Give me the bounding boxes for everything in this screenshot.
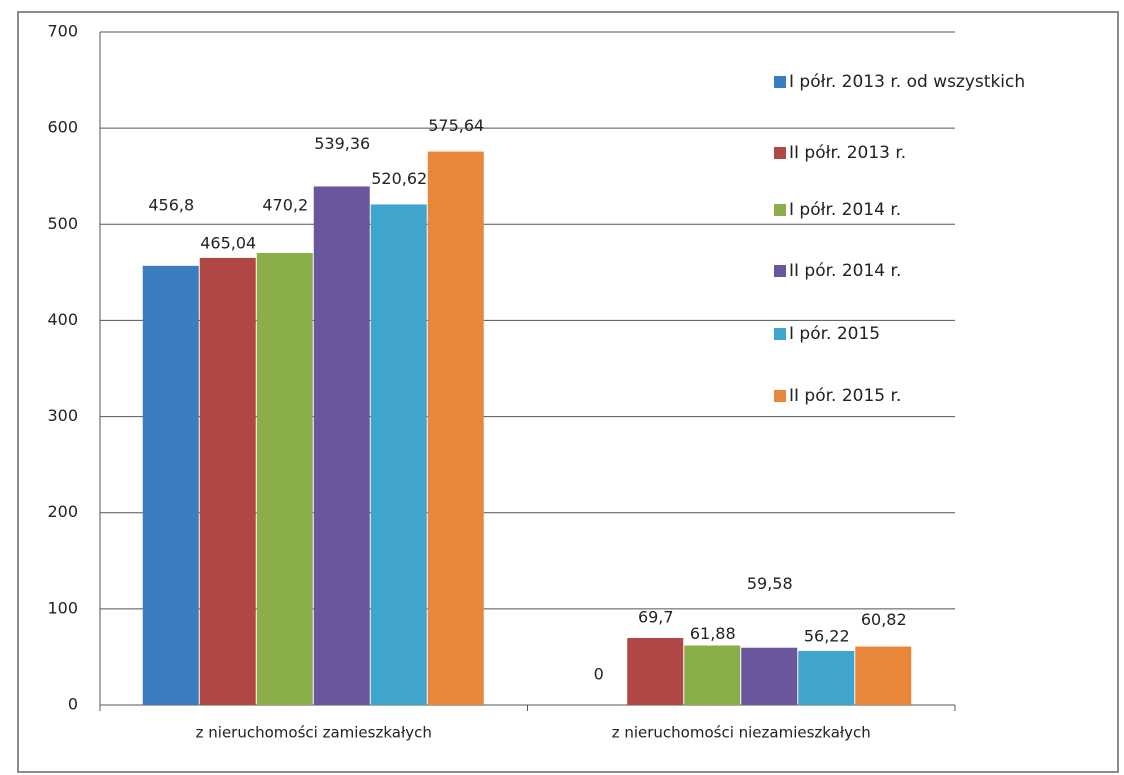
x-tick-label: z nieruchomości zamieszkałych xyxy=(196,724,432,742)
value-label: 59,58 xyxy=(747,574,793,593)
y-tick-label: 400 xyxy=(47,310,78,329)
bar xyxy=(684,645,741,705)
value-label: 69,7 xyxy=(638,607,674,626)
legend-label: I półr. 2013 r. od wszystkich xyxy=(789,72,1025,92)
legend-label: I półr. 2014 r. xyxy=(789,200,901,220)
x-tick-label: z nieruchomości niezamieszkałych xyxy=(612,724,871,742)
value-label: 60,82 xyxy=(861,610,907,629)
value-label: 456,8 xyxy=(148,195,194,214)
bar xyxy=(427,151,484,706)
bar xyxy=(142,265,199,705)
y-tick-label: 0 xyxy=(68,695,78,714)
y-tick-label: 300 xyxy=(47,406,78,425)
value-label: 61,88 xyxy=(690,624,736,643)
legend-swatch xyxy=(774,76,786,88)
value-label: 575,64 xyxy=(428,116,484,135)
y-tick-label: 600 xyxy=(47,118,78,137)
legend-label: II półr. 2013 r. xyxy=(789,143,906,163)
y-tick-label: 200 xyxy=(47,502,78,521)
bar xyxy=(741,647,798,705)
bar xyxy=(199,257,256,705)
bar xyxy=(855,646,912,705)
legend-label: II pór. 2014 r. xyxy=(789,261,901,281)
value-label: 539,36 xyxy=(314,134,370,153)
value-label: 465,04 xyxy=(200,233,256,252)
bar xyxy=(627,637,684,705)
bar xyxy=(313,186,370,706)
value-label: 470,2 xyxy=(262,195,308,214)
y-tick-label: 100 xyxy=(47,598,78,617)
y-tick-label: 700 xyxy=(47,22,78,41)
value-label: 0 xyxy=(594,665,604,684)
legend-swatch xyxy=(774,328,786,340)
frame xyxy=(17,11,1119,773)
legend-swatch xyxy=(774,390,786,402)
bar xyxy=(798,650,855,705)
value-label: 56,22 xyxy=(804,626,850,645)
legend-swatch xyxy=(774,204,786,216)
y-tick-label: 500 xyxy=(47,214,78,233)
legend-swatch xyxy=(774,147,786,159)
bar xyxy=(370,204,427,705)
bar xyxy=(256,252,313,705)
legend-label: II pór. 2015 r. xyxy=(789,386,901,406)
legend-label: I pór. 2015 xyxy=(789,324,880,344)
legend-swatch xyxy=(774,265,786,277)
value-label: 520,62 xyxy=(371,169,427,188)
